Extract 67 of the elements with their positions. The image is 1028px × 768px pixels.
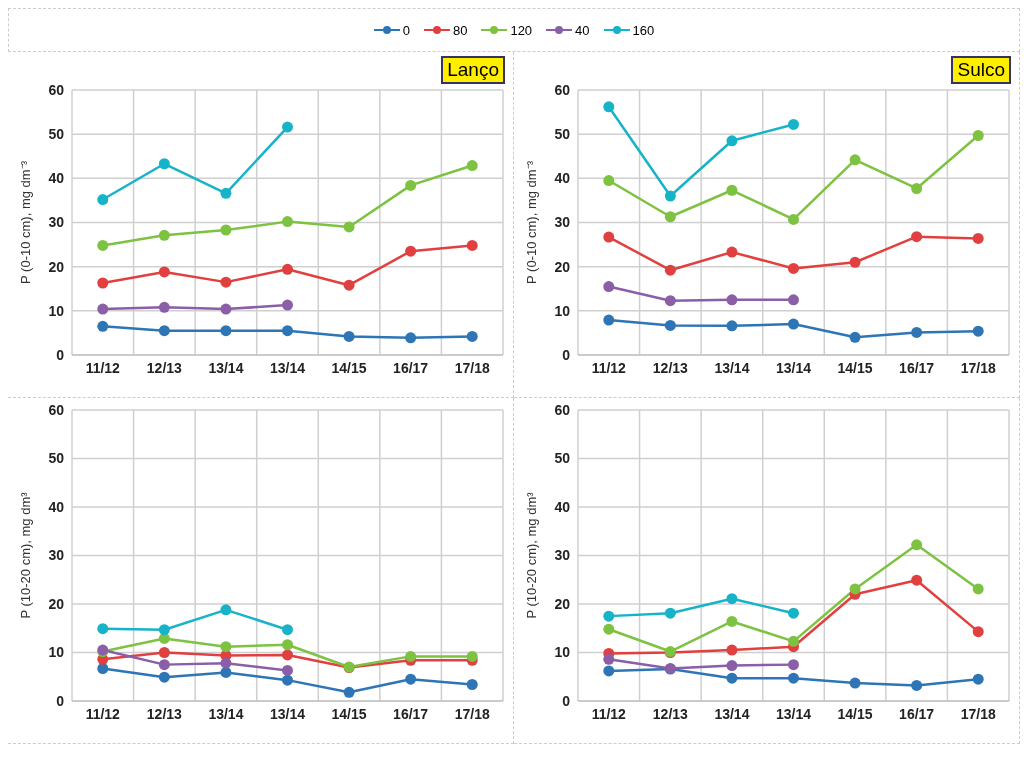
- y-tick-label: 20: [554, 258, 571, 275]
- x-tick-label: 17/18: [454, 705, 490, 722]
- y-tick-label: 20: [48, 595, 65, 612]
- y-tick-label: 0: [56, 346, 65, 363]
- x-tick-label: 16/17: [393, 359, 429, 376]
- y-tick-label: 20: [48, 258, 65, 275]
- y-tick-label: 50: [48, 450, 65, 467]
- y-tick-label: 40: [48, 170, 65, 187]
- y-axis-title: P (0-10 cm), mg dm⁻³: [18, 160, 33, 284]
- x-tick-label: 13/14: [775, 705, 812, 722]
- x-tick-label: 17/18: [454, 359, 490, 376]
- x-tick-label: 14/15: [837, 705, 873, 722]
- x-tick-label: 13/14: [208, 359, 244, 376]
- y-tick-label: 60: [554, 401, 571, 418]
- x-tick-label: 12/13: [146, 359, 183, 376]
- y-tick-label: 10: [554, 644, 571, 661]
- y-tick-label: 0: [562, 346, 571, 363]
- y-tick-label: 30: [554, 547, 571, 564]
- legend-label: 120: [510, 22, 533, 38]
- chart-title: Lanço: [441, 56, 505, 84]
- chart-title: Sulco: [951, 56, 1011, 84]
- x-tick-label: 16/17: [899, 705, 935, 722]
- x-tick-label: 13/14: [714, 705, 750, 722]
- y-tick-label: 40: [48, 498, 65, 515]
- y-tick-label: 10: [48, 302, 65, 319]
- x-tick-label: 11/12: [85, 705, 121, 722]
- y-axis-title: P (10-20 cm), mg dm³: [18, 491, 33, 619]
- legend-label: 80: [452, 22, 468, 38]
- y-tick-label: 60: [554, 81, 571, 98]
- x-tick-label: 16/17: [899, 359, 935, 376]
- y-tick-label: 30: [48, 547, 65, 564]
- y-tick-label: 30: [554, 214, 571, 231]
- y-tick-label: 60: [48, 81, 65, 98]
- legend-label: 40: [575, 22, 590, 38]
- x-tick-label: 13/14: [775, 359, 812, 376]
- x-tick-label: 13/14: [208, 705, 244, 722]
- x-tick-label: 13/14: [269, 705, 306, 722]
- x-tick-label: 14/15: [331, 705, 367, 722]
- x-tick-label: 13/14: [269, 359, 306, 376]
- y-tick-label: 50: [48, 126, 65, 143]
- x-tick-label: 11/12: [591, 359, 627, 376]
- y-tick-label: 50: [554, 126, 571, 143]
- x-tick-label: 12/13: [146, 705, 183, 722]
- y-axis-title: P (10-20 cm), mg dm³: [524, 491, 539, 619]
- x-tick-label: 14/15: [331, 359, 367, 376]
- y-tick-label: 0: [56, 692, 65, 709]
- y-tick-label: 40: [554, 170, 571, 187]
- y-tick-label: 50: [554, 450, 571, 467]
- legend-label: 160: [632, 22, 655, 38]
- x-tick-label: 11/12: [591, 705, 627, 722]
- x-tick-label: 17/18: [960, 359, 996, 376]
- y-tick-label: 10: [48, 644, 65, 661]
- x-tick-label: 17/18: [960, 705, 996, 722]
- x-tick-label: 12/13: [652, 359, 689, 376]
- x-tick-label: 14/15: [837, 359, 873, 376]
- y-tick-label: 30: [48, 214, 65, 231]
- x-tick-label: 13/14: [714, 359, 750, 376]
- y-tick-label: 20: [554, 595, 571, 612]
- y-tick-label: 10: [554, 302, 571, 319]
- x-tick-label: 16/17: [393, 705, 429, 722]
- x-tick-label: 12/13: [652, 705, 689, 722]
- y-tick-label: 40: [554, 498, 571, 515]
- legend-label: 0: [402, 22, 410, 38]
- y-axis-title: P (0-10 cm), mg dm⁻³: [524, 160, 539, 284]
- x-tick-label: 11/12: [85, 359, 121, 376]
- y-tick-label: 60: [48, 401, 65, 418]
- y-tick-label: 0: [562, 692, 571, 709]
